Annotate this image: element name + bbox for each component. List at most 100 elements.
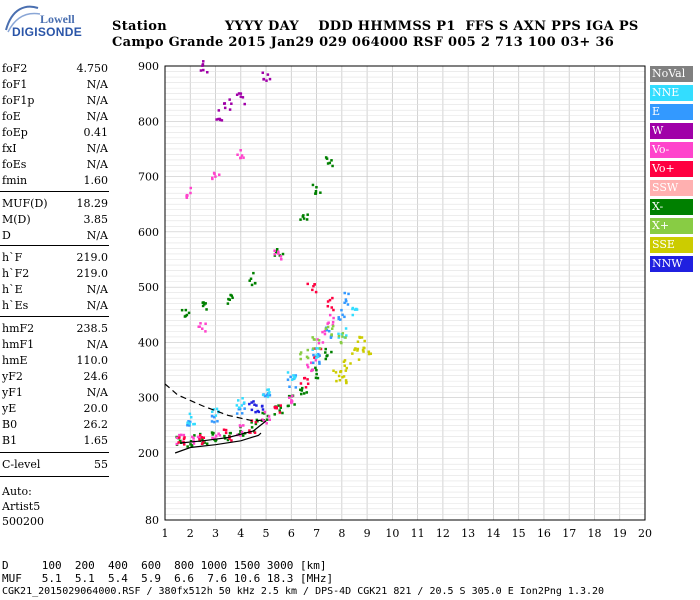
param-separator [0, 316, 109, 317]
data-point-sse [338, 379, 342, 382]
param-value: 20.0 [83, 402, 109, 415]
data-point-sse [344, 379, 348, 382]
data-point-x [312, 338, 316, 341]
param-value: 1.60 [83, 174, 109, 187]
data-point-vo [200, 442, 204, 446]
data-point-x [203, 303, 206, 306]
param-key: D [2, 229, 11, 242]
param-row-he: h`E N/A [2, 283, 108, 299]
data-point-nne [214, 414, 218, 417]
data-point-w [202, 68, 205, 72]
data-point-e [344, 298, 348, 301]
data-point-vo [186, 194, 189, 197]
data-point-x [312, 347, 315, 350]
legend-item-sse: SSE [650, 237, 693, 253]
param-value: 18.29 [76, 197, 109, 210]
data-point-x [250, 283, 254, 287]
data-point-x [299, 352, 302, 356]
param-key: M(D) [2, 213, 31, 226]
data-point-nne [241, 397, 244, 400]
data-point-x [299, 388, 302, 392]
data-point-x [241, 434, 245, 437]
legend-item-nne: NNE [650, 85, 693, 101]
data-point-x [211, 433, 214, 436]
data-point-w [239, 92, 243, 95]
data-point-vo [311, 288, 314, 292]
profile-line-dashed [164, 383, 267, 422]
data-point-x [262, 412, 266, 415]
data-point-w [219, 118, 222, 122]
data-point-e [294, 374, 298, 377]
data-point-x [180, 308, 184, 312]
x-tick-label: 20 [638, 527, 652, 540]
data-point-sse [349, 362, 352, 365]
data-point-x [204, 302, 207, 305]
data-point-x [317, 339, 321, 342]
data-point-nne [316, 355, 320, 358]
data-point-sse [342, 360, 346, 363]
data-point-x [324, 357, 328, 361]
data-point-w [222, 102, 226, 105]
data-point-x [324, 327, 328, 330]
param-key: foF1 [2, 78, 28, 91]
data-point-vo [306, 382, 310, 386]
data-point-x [212, 431, 215, 435]
data-point-x [203, 441, 206, 444]
data-point-e [237, 407, 241, 411]
data-point-x [252, 430, 256, 433]
data-point-nne [261, 393, 265, 397]
legend-item-noval: NoVal [650, 66, 693, 82]
x-tick-label: 8 [338, 527, 345, 540]
data-point-vo [314, 358, 318, 362]
data-point-w [241, 96, 245, 99]
data-point-vo [313, 356, 316, 359]
data-point-vo [253, 431, 257, 434]
data-point-vo [323, 329, 327, 333]
profile-line-solid [174, 432, 262, 454]
data-point-x [190, 443, 194, 447]
data-point-w [228, 108, 232, 111]
data-point-e [186, 423, 189, 427]
param-value: 24.6 [83, 370, 109, 383]
x-tick-label: 5 [263, 527, 270, 540]
data-point-vo [317, 341, 321, 345]
data-point-e [341, 313, 344, 317]
data-point-vo [268, 418, 271, 422]
data-point-nnw [260, 405, 264, 408]
data-point-vo [311, 368, 315, 371]
data-point-sse [345, 366, 349, 370]
data-point-nne [215, 407, 219, 411]
data-point-nne [210, 410, 214, 413]
header-row-2: Campo Grande 2015 Jan29 029 064000 RSF 0… [112, 35, 615, 50]
data-point-vo [326, 304, 330, 308]
param-key: yF1 [2, 386, 23, 399]
data-point-x [227, 297, 230, 301]
data-point-sse [354, 347, 357, 350]
footer-muf-row: MUF 5.1 5.1 5.4 5.9 6.6 7.6 10.6 18.3 [M… [2, 572, 334, 585]
data-point-vo [261, 418, 264, 421]
data-point-vo [242, 424, 245, 427]
data-point-x [311, 336, 314, 339]
data-point-vo [198, 434, 202, 437]
y-tick-label: 200 [138, 447, 159, 460]
data-point-vo [224, 431, 228, 435]
data-point-nnw [257, 410, 261, 414]
y-tick-label: 400 [138, 336, 159, 349]
data-point-x [228, 431, 232, 435]
data-point-nne [292, 374, 295, 377]
data-point-sse [369, 352, 373, 355]
data-point-vo [175, 436, 179, 440]
data-point-vo [321, 341, 325, 344]
param-key: foE [2, 110, 21, 123]
data-point-x [337, 334, 341, 338]
data-point-nne [189, 415, 193, 419]
data-point-x [300, 389, 304, 392]
data-point-w [268, 77, 272, 81]
data-point-x [275, 248, 279, 251]
data-point-sse [343, 364, 346, 367]
data-point-x [205, 308, 208, 311]
x-tick-label: 1 [162, 527, 169, 540]
data-point-e [289, 375, 292, 379]
data-point-x [255, 418, 259, 422]
data-point-sse [337, 374, 341, 378]
